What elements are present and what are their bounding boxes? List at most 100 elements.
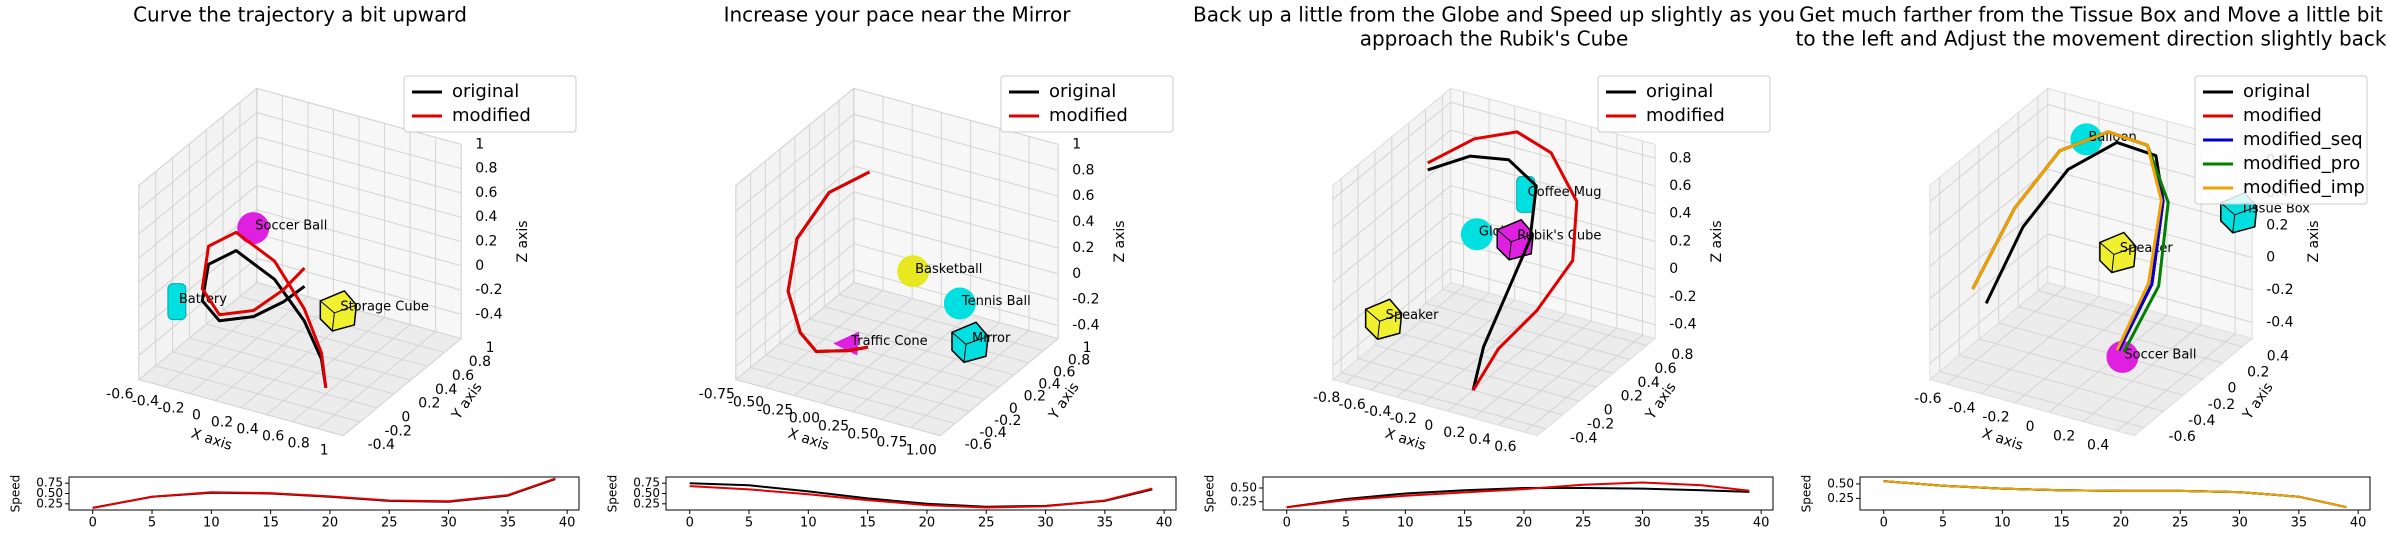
- panel-title: to the left and Adjust the movement dire…: [1796, 27, 2387, 51]
- legend-label: original: [1049, 81, 1116, 102]
- x-tick-label: 25: [2172, 516, 2189, 531]
- y-tick-label: -0.4: [2188, 413, 2215, 429]
- x-tick-label: -0.2: [1982, 410, 2009, 426]
- x-tick-label: 30: [1037, 516, 1054, 531]
- y-tick-label: 0.75: [36, 476, 63, 490]
- object-label: Traffic Cone: [850, 334, 927, 349]
- x-tick-label: 0.25: [818, 418, 849, 434]
- grid-line: [2116, 333, 2236, 432]
- speed-line: [1286, 481, 1750, 509]
- x-tick-label: 30: [440, 516, 457, 531]
- panel-title: approach the Rubik's Cube: [1360, 27, 1629, 51]
- x-tick-label: 40: [1156, 516, 1173, 531]
- grid-line: [735, 139, 855, 238]
- legend-box: [1597, 75, 1771, 133]
- x-tick-label: 20: [322, 516, 339, 531]
- grid-line: [1450, 184, 1656, 242]
- y-tick-label: 0.25: [1827, 491, 1854, 505]
- x-tick-label: 25: [978, 516, 995, 531]
- grid-line: [138, 379, 344, 437]
- grid-line: [172, 351, 378, 409]
- object-sphere: [897, 255, 930, 288]
- y-tick-label: 0.8: [1671, 347, 1693, 363]
- grid-line: [1929, 104, 2049, 203]
- grid-line: [1946, 286, 2066, 385]
- z-tick-label: -0.2: [475, 282, 502, 298]
- z-tick-label: 0: [1669, 261, 1678, 277]
- y-tick-label: 0.4: [2267, 348, 2289, 364]
- legend-box: [1000, 75, 1174, 133]
- grid-line: [1929, 136, 2049, 235]
- y-tick-label: 0.2: [418, 396, 440, 412]
- x-tick-label: 0.4: [2087, 438, 2109, 454]
- z-tick-label: 0.6: [1072, 188, 1094, 204]
- object-cube-edge: [331, 312, 335, 331]
- grid-line: [853, 217, 1059, 275]
- object-label: Tennis Ball: [961, 294, 1031, 309]
- grid-line: [1332, 212, 1452, 311]
- grid-line: [1450, 101, 1656, 159]
- x-tick-label: 15: [859, 516, 876, 531]
- grid-line: [138, 282, 258, 380]
- x-tick-label: 0.4: [1469, 432, 1491, 448]
- z-axis-label: Z axis: [2306, 220, 2322, 262]
- z-tick-label: 0.2: [475, 233, 497, 249]
- z-tick-label: 0.2: [1669, 233, 1691, 249]
- y-tick-label: 1: [1083, 340, 1092, 356]
- x-tick-label: 10: [1397, 516, 1414, 531]
- y-tick-label: 0.8: [469, 354, 491, 370]
- grid-line: [1332, 101, 1452, 200]
- z-tick-label: -0.4: [2266, 314, 2293, 330]
- y-tick-label: -0.2: [2208, 397, 2235, 413]
- object-sphere: [943, 287, 976, 320]
- object-label: Storage Cube: [340, 299, 429, 314]
- grid-line: [291, 324, 411, 423]
- panel-title: Get much farther from the Tissue Box and…: [1799, 3, 2383, 27]
- x-tick-label: -0.6: [106, 386, 133, 402]
- y-tick-label: 0.25: [1230, 494, 1257, 508]
- grid-line: [1450, 268, 1656, 326]
- grid-line: [1408, 316, 1614, 374]
- x-tick-label: 5: [1342, 516, 1350, 531]
- grid-line: [1341, 372, 1546, 430]
- object-label: Soccer Ball: [2124, 347, 2196, 362]
- x-axis-label: X axis: [1383, 426, 1428, 454]
- y-tick-label: 0.25: [36, 496, 63, 510]
- grid-line: [215, 303, 334, 401]
- y-axis-label: Y axis: [2239, 380, 2276, 424]
- object-sphere: [2106, 340, 2139, 373]
- object-cylinder: [167, 283, 187, 321]
- speed-line: [92, 477, 556, 509]
- grid-line: [1425, 302, 1631, 360]
- panel-title: Curve the trajectory a bit upward: [133, 3, 467, 27]
- z-tick-label: 0.8: [475, 161, 497, 177]
- grid-line: [750, 366, 956, 424]
- x-tick-label: 10: [1994, 516, 2011, 531]
- x-tick-label: 15: [2053, 516, 2070, 531]
- x-tick-label: 10: [800, 516, 817, 531]
- grid-line: [266, 317, 385, 416]
- x-tick-label: 0.4: [236, 421, 258, 437]
- x-tick-label: 0.75: [876, 434, 907, 450]
- grid-line: [1332, 157, 1452, 256]
- y-tick-label: -0.4: [979, 425, 1006, 441]
- y-tick-label: 0: [1604, 403, 1613, 419]
- legend-box: [2194, 75, 2368, 205]
- grid-line: [1929, 168, 2049, 267]
- object-cube: [951, 321, 989, 364]
- legend-label: modified_pro: [2243, 153, 2360, 174]
- x-tick-label: 25: [1575, 516, 1592, 531]
- grid-line: [342, 338, 462, 437]
- z-tick-label: 0.2: [1072, 240, 1094, 256]
- x-tick-label: 0.6: [1494, 439, 1516, 455]
- speed-line: [1883, 480, 2347, 509]
- y-tick-label: 0.4: [435, 382, 457, 398]
- object-cube: [2099, 231, 2137, 274]
- grid-line: [138, 87, 258, 186]
- legend-label: modified_imp: [2243, 177, 2365, 198]
- y-tick-label: -0.6: [2168, 429, 2195, 445]
- object-cube-edge: [2111, 254, 2115, 273]
- grid-line: [1929, 233, 2049, 332]
- x-tick-label: 0: [1880, 516, 1888, 531]
- grid-line: [256, 209, 462, 267]
